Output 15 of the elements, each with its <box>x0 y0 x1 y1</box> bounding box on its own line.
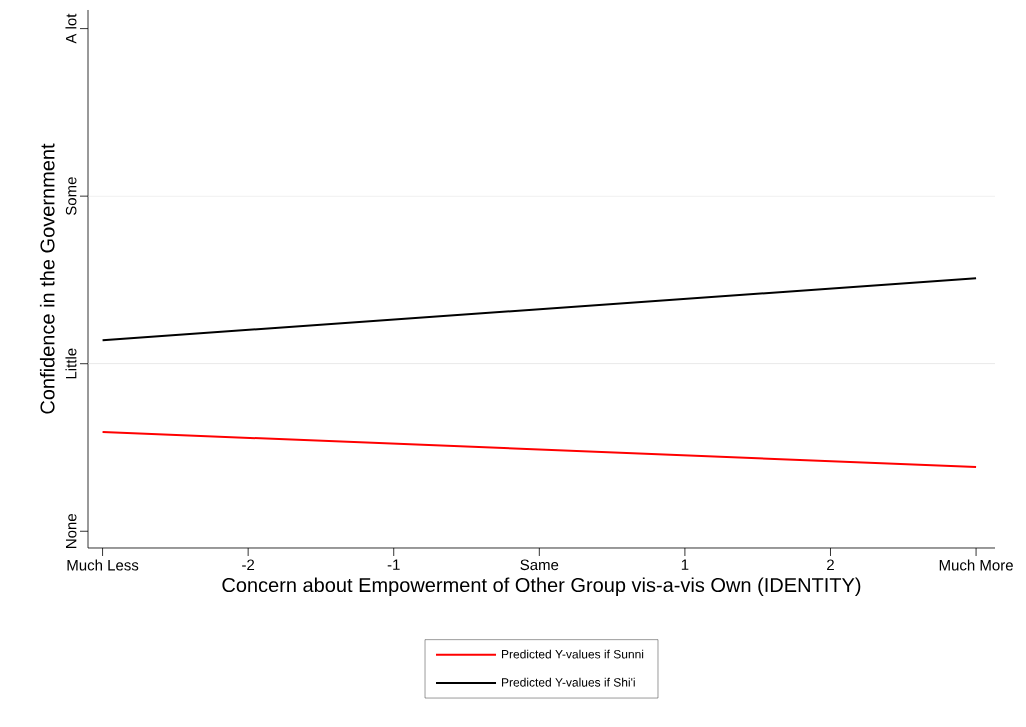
x-tick-label: Same <box>520 559 559 571</box>
x-tick-label: -1 <box>387 559 400 570</box>
x-tick-label: 1 <box>681 559 689 570</box>
text: A lot <box>65 13 77 44</box>
x-tick-label: -2 <box>242 559 255 570</box>
text: Little <box>65 348 77 379</box>
legend-label: Predicted Y-values if Shi'i <box>502 677 635 687</box>
text: None <box>66 514 77 548</box>
x-axis-title: Concern about Empowerment of Other Group vis-a-vis Own (IDENTITY) <box>222 577 861 597</box>
x-tick-label: Much More <box>939 559 1013 571</box>
x-tick-label: 2 <box>827 559 834 570</box>
legend-label: Predicted Y-values if Sunni <box>502 649 644 659</box>
text: Some <box>65 177 77 216</box>
x-tick-label: Much Less <box>67 559 139 571</box>
y-axis-title: Confidence in the Government <box>39 143 55 414</box>
